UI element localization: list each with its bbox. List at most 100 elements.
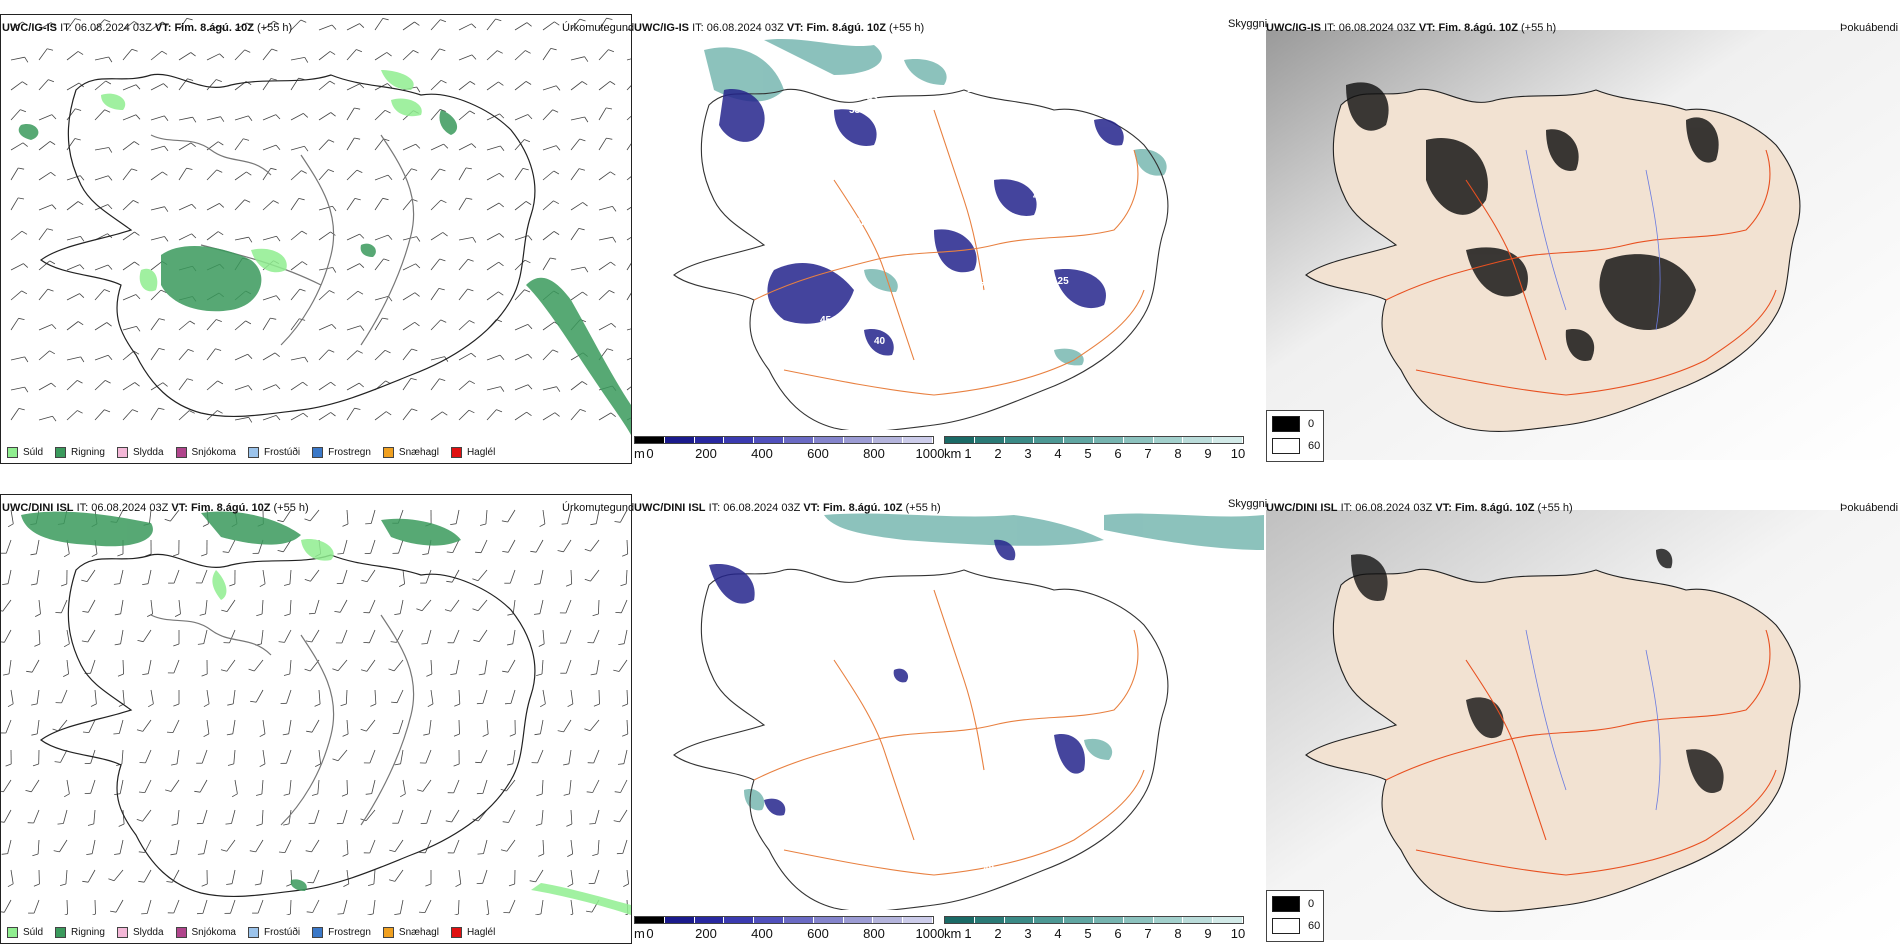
wind-barb bbox=[421, 599, 432, 612]
fog-legend-item: 60 bbox=[1272, 918, 1320, 934]
colorbar-segment bbox=[1034, 917, 1065, 923]
wind-barb bbox=[399, 899, 404, 914]
wind-barb bbox=[374, 138, 384, 151]
wind-barb-feather bbox=[136, 819, 143, 822]
wind-barb bbox=[346, 83, 360, 91]
wind-barb bbox=[150, 407, 159, 421]
wind-barb bbox=[178, 167, 187, 181]
wind-barb-feather bbox=[1, 821, 5, 823]
colorbar-tick: 1 bbox=[964, 926, 972, 941]
cloud-base-label: 58 bbox=[1132, 227, 1144, 238]
wind-barb-feather bbox=[334, 611, 341, 613]
wind-barb bbox=[318, 112, 332, 121]
wind-barb bbox=[312, 899, 320, 913]
wind-barb bbox=[232, 719, 236, 734]
wind-barb bbox=[542, 257, 551, 271]
cloud-base-label: 48 bbox=[983, 864, 995, 875]
cloud-base-label: 85 bbox=[750, 202, 762, 213]
wind-barb bbox=[371, 779, 376, 794]
wind-barb bbox=[233, 749, 236, 764]
wind-barb bbox=[598, 107, 607, 121]
cloud-base-label: 46 bbox=[1036, 161, 1048, 172]
wind-barb bbox=[8, 659, 12, 674]
wind-barb bbox=[66, 629, 70, 644]
wind-barb bbox=[261, 779, 264, 795]
colorbar-tick: 600 bbox=[807, 926, 829, 941]
wind-barb-feather bbox=[442, 411, 448, 416]
colorbar-segment bbox=[1183, 917, 1214, 923]
wind-barb-feather bbox=[370, 703, 377, 707]
wind-barb bbox=[283, 539, 292, 553]
wind-barb-feather bbox=[418, 911, 426, 913]
wind-barb-feather bbox=[1, 610, 3, 612]
legend-swatch bbox=[312, 927, 324, 938]
header-precip-bottom: UWC/DINI ISL IT: 06.08.2024 03Z VT: Fim.… bbox=[2, 502, 309, 514]
wind-barb bbox=[66, 264, 81, 271]
cloud-base-label: 47 bbox=[1025, 129, 1037, 140]
wind-barb-feather bbox=[557, 550, 564, 553]
wind-barb bbox=[542, 145, 557, 151]
colorbar-segment bbox=[783, 437, 814, 443]
wind-barb bbox=[234, 115, 249, 121]
colorbar-segment bbox=[945, 917, 975, 923]
colorbar-segment bbox=[1093, 437, 1124, 443]
wind-barb bbox=[430, 48, 440, 61]
colorbar-segment bbox=[664, 437, 695, 443]
wind-barb-feather bbox=[391, 701, 398, 704]
wind-barb-feather bbox=[496, 409, 503, 413]
wind-barb bbox=[230, 899, 236, 914]
wind-barb-feather bbox=[382, 18, 389, 21]
cloud-base-label: 105 bbox=[888, 640, 905, 651]
wind-barb bbox=[122, 382, 136, 391]
wind-barb bbox=[113, 869, 124, 882]
road-network bbox=[753, 589, 1145, 876]
wind-barb bbox=[514, 411, 527, 421]
wind-barb bbox=[288, 809, 292, 824]
wind-barb bbox=[570, 809, 573, 825]
wind-barb-feather bbox=[328, 349, 335, 353]
colorbar-tick: 1000 bbox=[915, 446, 945, 461]
wind-barb-feather bbox=[304, 57, 309, 63]
wind-barb-feather bbox=[592, 613, 599, 617]
wind-barb bbox=[346, 107, 355, 121]
colorbar-tick: 6 bbox=[1114, 926, 1122, 941]
wind-barb bbox=[570, 381, 583, 391]
wind-barb bbox=[570, 839, 574, 854]
wind-barb-feather bbox=[472, 237, 477, 243]
wind-barb bbox=[313, 869, 320, 883]
wind-barb-feather bbox=[255, 793, 263, 796]
wind-barb-feather bbox=[22, 21, 28, 26]
wind-barb bbox=[346, 779, 348, 795]
wind-barb-feather bbox=[593, 703, 600, 707]
wind-barb bbox=[346, 382, 360, 391]
wind-barb bbox=[542, 412, 556, 421]
wind-barb-feather bbox=[285, 913, 291, 915]
wind-barb-feather bbox=[77, 201, 84, 206]
wind-barb-feather bbox=[248, 417, 253, 423]
fog-dark-areas bbox=[1351, 548, 1724, 794]
fog-legend-item: 60 bbox=[1272, 438, 1320, 454]
wind-barb bbox=[346, 290, 359, 301]
wind-barb bbox=[290, 356, 305, 361]
wind-barb bbox=[346, 869, 350, 884]
wind-barb bbox=[234, 353, 248, 361]
wind-barb-feather bbox=[164, 236, 169, 242]
wind-barb bbox=[318, 381, 331, 391]
wind-barb-feather bbox=[166, 731, 174, 733]
wind-barb bbox=[425, 569, 432, 584]
wind-barb-feather bbox=[35, 613, 41, 617]
wind-barb bbox=[541, 809, 544, 824]
wind-barb bbox=[262, 569, 266, 584]
wind-barb bbox=[94, 409, 105, 421]
wind-barb-feather bbox=[107, 264, 113, 270]
wind-barb bbox=[119, 569, 124, 584]
wind-barb bbox=[598, 206, 613, 211]
wind-barb bbox=[595, 509, 600, 524]
wind-barb-feather bbox=[499, 113, 505, 119]
fog-legend-label: 60 bbox=[1308, 920, 1321, 932]
wind-barb-feather bbox=[81, 579, 88, 582]
wind-barb bbox=[542, 231, 555, 241]
wind-barb-feather bbox=[133, 21, 140, 25]
colorbar-tick: 6 bbox=[1114, 446, 1122, 461]
wind-barb bbox=[178, 142, 192, 151]
